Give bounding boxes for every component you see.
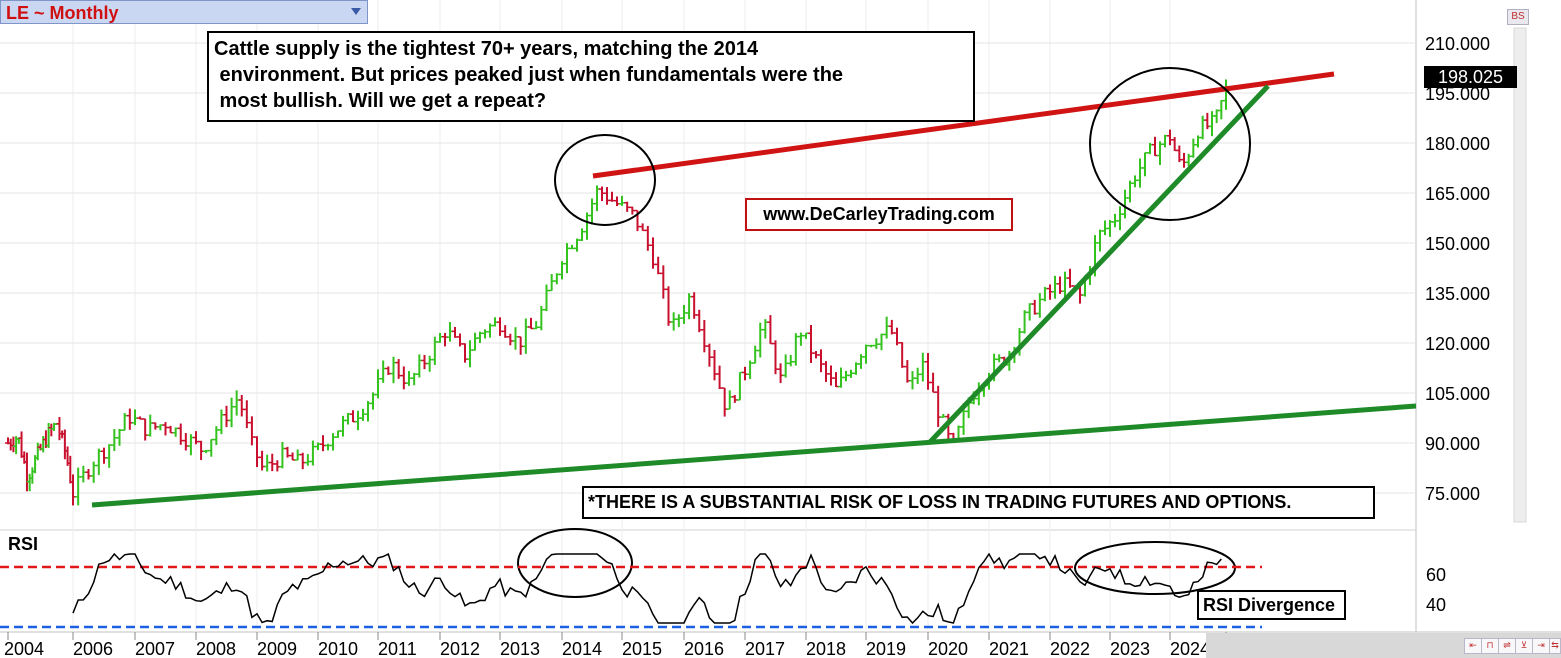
x-tick-label: 2010 <box>318 639 358 658</box>
x-tick-label: 2024 <box>1170 639 1210 658</box>
rsi-axis-labels: 60 40 <box>1426 565 1446 615</box>
x-tick-label: 2009 <box>257 639 297 658</box>
nav-icon-5[interactable]: ⇥ <box>1532 638 1550 654</box>
x-tick-label: 2020 <box>928 639 968 658</box>
x-tick-label: 2004 <box>4 639 44 658</box>
nav-icon-3[interactable]: ⇌ <box>1498 638 1516 654</box>
trendline-red-resistance <box>592 71 1335 179</box>
x-tick-label: 2017 <box>745 639 785 658</box>
rsi-tick-label: 60 <box>1426 565 1446 585</box>
x-tick-label: 2019 <box>866 639 906 658</box>
y-tick-label: 210.000 <box>1425 34 1490 54</box>
rsi-panel <box>0 552 1262 629</box>
circle-2014-peak <box>554 134 656 226</box>
rsi-title: RSI <box>8 534 39 554</box>
annotation-main: Cattle supply is the tightest 70+ years,… <box>207 31 975 122</box>
risk-disclaimer: *THERE IS A SUBSTANTIAL RISK OF LOSS IN … <box>582 486 1375 519</box>
last-price-tag: 198.025 <box>1424 66 1517 88</box>
x-tick-label: 2011 <box>378 639 417 658</box>
nav-icon-4[interactable]: ⊻ <box>1515 638 1533 654</box>
symbol-label: LE ~ Monthly <box>6 3 119 23</box>
ohlc-bars <box>5 79 1229 506</box>
nav-icon-2[interactable]: ⊓ <box>1481 638 1499 654</box>
circle-rsi-2014 <box>517 528 633 598</box>
nav-icon-last[interactable]: ⇆ <box>1549 638 1561 654</box>
trendlines <box>91 71 1417 508</box>
annotation-website: www.DeCarleyTrading.com <box>745 198 1013 231</box>
y-tick-label: 90.000 <box>1425 434 1480 454</box>
nav-icon-first[interactable]: ⇤ <box>1464 638 1482 654</box>
x-tick-label: 2013 <box>500 639 540 658</box>
y-tick-label: 120.000 <box>1425 334 1490 354</box>
trendline-green-longterm-support <box>91 403 1417 508</box>
x-tick-label: 2018 <box>806 639 846 658</box>
x-tick-label: 2014 <box>562 639 602 658</box>
annotation-rsi-divergence: RSI Divergence <box>1197 590 1346 620</box>
rsi-line <box>72 552 1222 625</box>
y-tick-label: 180.000 <box>1425 134 1490 154</box>
price-axis-labels: 210.000 195.000 180.000 165.000 150.000 135.0… <box>1425 34 1490 504</box>
x-tick-label: 2006 <box>73 639 113 658</box>
trendline-green-steep-support <box>928 84 1270 444</box>
x-tick-label: 2016 <box>684 639 724 658</box>
y-tick-label: 135.000 <box>1425 284 1490 304</box>
symbol-selector[interactable]: LE ~ Monthly <box>0 0 368 24</box>
y-tick-label: 195.000 <box>1425 84 1490 104</box>
y-tick-label: 105.000 <box>1425 384 1490 404</box>
x-tick-label: 2022 <box>1050 639 1090 658</box>
circle-2024-peak <box>1089 67 1251 221</box>
rsi-tick-label: 40 <box>1426 595 1446 615</box>
x-tick-label: 2015 <box>622 639 662 658</box>
time-axis-labels: 2004 2006 2007 2008 2009 2010 2011 2012 2013 2014… <box>4 632 1266 658</box>
x-tick-label: 2008 <box>196 639 236 658</box>
x-tick-label: 2023 <box>1110 639 1150 658</box>
bs-button[interactable]: BS <box>1507 9 1529 25</box>
x-tick-label: 2007 <box>135 639 175 658</box>
chart-frame <box>0 0 1561 633</box>
chevron-down-icon[interactable] <box>351 8 361 15</box>
y-tick-label: 75.000 <box>1425 484 1480 504</box>
y-tick-label: 165.000 <box>1425 184 1490 204</box>
x-tick-label: 2012 <box>440 639 480 658</box>
x-tick-label: 2021 <box>989 639 1029 658</box>
y-tick-label: 150.000 <box>1425 234 1490 254</box>
